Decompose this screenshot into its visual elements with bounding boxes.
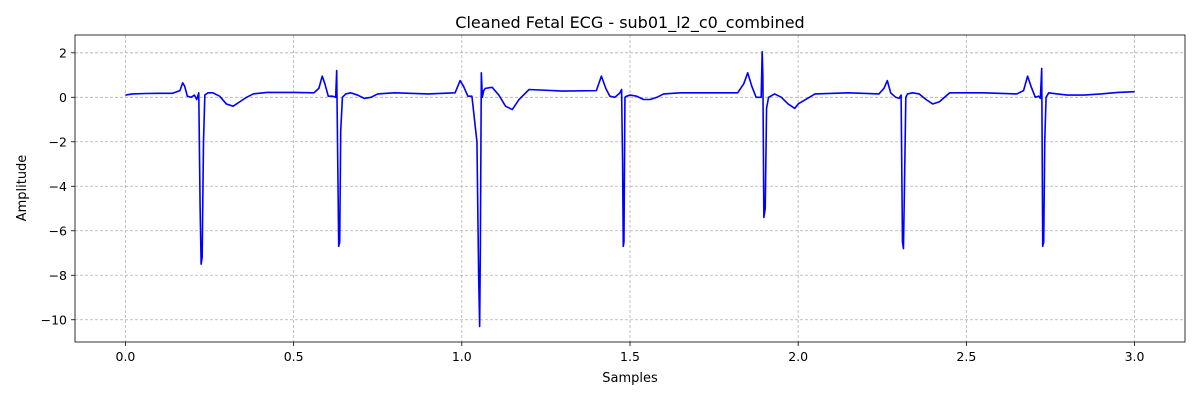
- plot-frame: [74, 34, 1186, 343]
- y-axis-ticks: 2 0 −2 −4 −6 −8 −10: [41, 45, 75, 327]
- x-tick-label: 0.5: [284, 349, 304, 364]
- y-tick-label: −4: [49, 179, 67, 194]
- y-tick-label: −6: [49, 223, 67, 238]
- x-tick-label: 1.0: [452, 349, 472, 364]
- y-tick-label: −10: [41, 312, 67, 327]
- ecg-series-line: [125, 50, 1135, 328]
- x-tick-label: 0.0: [116, 349, 136, 364]
- y-tick-label: −8: [49, 268, 67, 283]
- y-tick-label: 2: [59, 45, 67, 60]
- grid: [75, 35, 1185, 342]
- chart-title: Cleaned Fetal ECG - sub01_l2_c0_combined: [455, 13, 804, 33]
- y-axis-label: Amplitude: [15, 155, 30, 222]
- x-tick-label: 2.0: [788, 349, 808, 364]
- y-tick-label: 0: [59, 90, 67, 105]
- y-tick-label: −2: [49, 134, 67, 149]
- x-tick-label: 1.5: [620, 349, 640, 364]
- series-layer: [125, 50, 1135, 328]
- x-axis-ticks: 0.0 0.5 1.0 1.5 2.0 2.5 3.0: [116, 342, 1145, 364]
- x-tick-label: 2.5: [956, 349, 976, 364]
- x-axis-label: Samples: [602, 371, 658, 386]
- x-tick-label: 3.0: [1125, 349, 1145, 364]
